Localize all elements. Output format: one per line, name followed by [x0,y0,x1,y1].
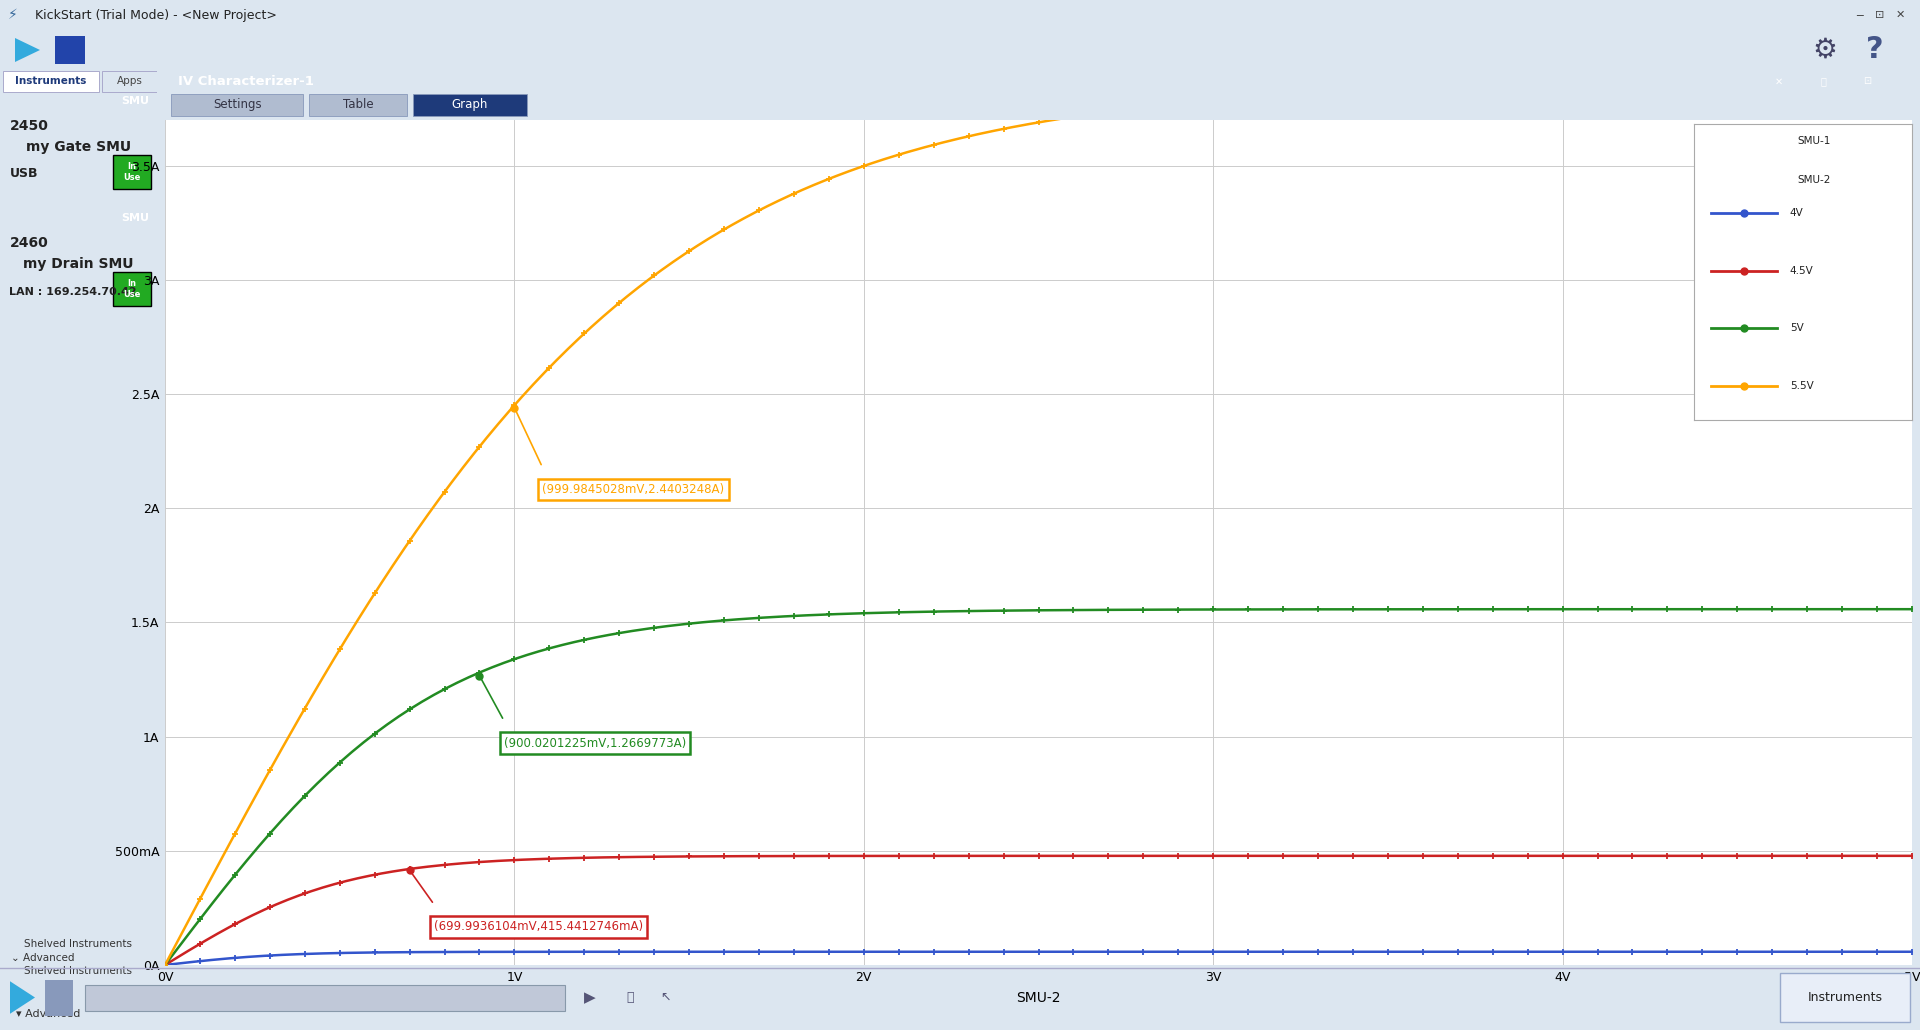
Text: Shelved Instruments: Shelved Instruments [25,939,132,949]
Text: In
Use: In Use [123,279,140,299]
FancyBboxPatch shape [113,272,150,306]
FancyBboxPatch shape [309,95,407,115]
Text: Shelved Instruments: Shelved Instruments [25,966,132,976]
Text: (999.9845028mV,2.4403248A): (999.9845028mV,2.4403248A) [541,483,724,496]
Text: Apps: Apps [117,76,142,87]
Text: LAN : 169.254.70.42: LAN : 169.254.70.42 [10,287,136,298]
Text: Graph: Graph [451,98,488,111]
FancyBboxPatch shape [113,156,150,188]
Text: ⌄ Advanced: ⌄ Advanced [12,953,75,963]
Text: ▾ Advanced: ▾ Advanced [15,1009,81,1019]
FancyBboxPatch shape [171,95,303,115]
Text: ↖: ↖ [660,991,670,1004]
Text: (900.0201225mV,1.2669773A): (900.0201225mV,1.2669773A) [503,736,685,750]
Text: my Gate SMU: my Gate SMU [27,140,131,153]
Text: Instruments: Instruments [1807,991,1882,1004]
Text: Instruments: Instruments [15,76,86,87]
Text: (699.9936104mV,415.4412746mA): (699.9936104mV,415.4412746mA) [434,921,643,933]
Bar [84,985,564,1010]
Text: my Drain SMU: my Drain SMU [23,256,134,271]
Text: KickStart (Trial Mode) - <New Project>: KickStart (Trial Mode) - <New Project> [35,8,276,22]
Text: ─: ─ [1857,10,1864,20]
Polygon shape [10,982,35,1014]
Text: Settings: Settings [213,98,261,111]
Text: ?: ? [1866,35,1884,65]
Text: ✕: ✕ [1895,10,1905,20]
Text: 2460: 2460 [10,236,48,250]
Text: ⚡: ⚡ [8,8,17,22]
Bar [56,36,84,64]
FancyBboxPatch shape [1780,972,1910,1022]
Text: SMU: SMU [121,96,150,106]
X-axis label: SMU-2: SMU-2 [1016,991,1060,1004]
Text: In
Use: In Use [123,163,140,181]
Text: ⊡: ⊡ [1862,76,1872,87]
FancyBboxPatch shape [4,71,100,92]
Text: ⚙: ⚙ [1812,36,1837,64]
FancyBboxPatch shape [413,95,528,115]
Text: 2450: 2450 [10,119,48,133]
Text: ⊡: ⊡ [1876,10,1885,20]
Text: 📋: 📋 [626,991,634,1004]
Text: ✕: ✕ [1774,76,1784,87]
Bar [44,980,73,1016]
Text: SMU: SMU [121,213,150,224]
Text: ▶: ▶ [584,990,595,1005]
Text: IV Characterizer-1: IV Characterizer-1 [179,75,315,88]
FancyBboxPatch shape [102,71,157,92]
Text: USB: USB [10,168,38,180]
Text: 🗑: 🗑 [1820,76,1826,87]
Polygon shape [15,38,40,62]
Text: Table: Table [342,98,372,111]
